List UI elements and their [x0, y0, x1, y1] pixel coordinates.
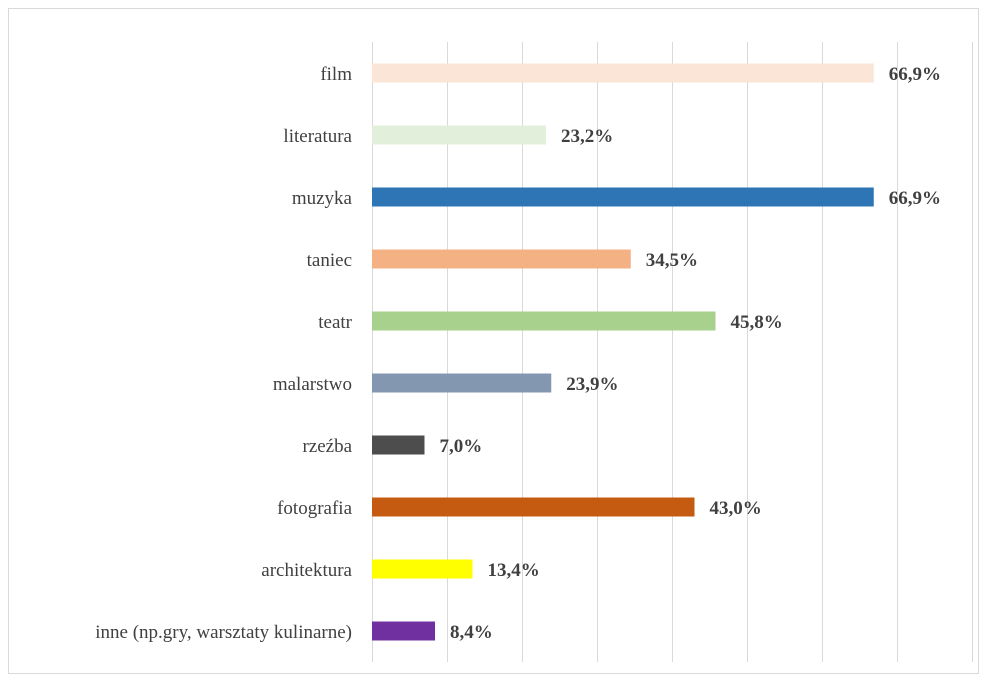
value-label: 66,9% [889, 64, 941, 85]
bar-3 [372, 249, 631, 269]
value-label: 8,4% [450, 622, 493, 643]
chart-frame [8, 8, 979, 674]
value-label: 45,8% [731, 312, 783, 333]
bar-2 [372, 187, 874, 207]
value-label: 7,0% [440, 436, 483, 457]
value-label: 43,0% [710, 498, 762, 519]
gridlines [372, 42, 973, 662]
category-label: inne (np.gry, warsztaty kulinarne) [95, 622, 352, 643]
bar-8 [372, 559, 473, 579]
bar-1 [372, 125, 546, 145]
labels: film 66,9% literatura 23,2% muzyka 66,9% tanie… [95, 64, 941, 643]
category-label: teatr [318, 312, 352, 333]
category-label: fotografia [277, 498, 352, 519]
category-label: taniec [307, 250, 352, 271]
bar-9 [372, 621, 435, 641]
bar-6 [372, 435, 425, 455]
bar-7 [372, 497, 695, 517]
category-label: film [320, 64, 352, 85]
value-label: 13,4% [488, 560, 540, 581]
category-label: literatura [283, 126, 352, 147]
category-label: rzeźba [302, 436, 352, 457]
bar-4 [372, 311, 716, 331]
value-label: 23,9% [566, 374, 618, 395]
bars [372, 63, 874, 641]
value-label: 66,9% [889, 188, 941, 209]
bar-5 [372, 373, 552, 393]
category-label: architektura [261, 560, 352, 581]
category-label: muzyka [292, 188, 353, 209]
category-label: malarstwo [273, 374, 352, 395]
value-label: 23,2% [561, 126, 613, 147]
bar-0 [372, 63, 874, 83]
value-label: 34,5% [646, 250, 698, 271]
